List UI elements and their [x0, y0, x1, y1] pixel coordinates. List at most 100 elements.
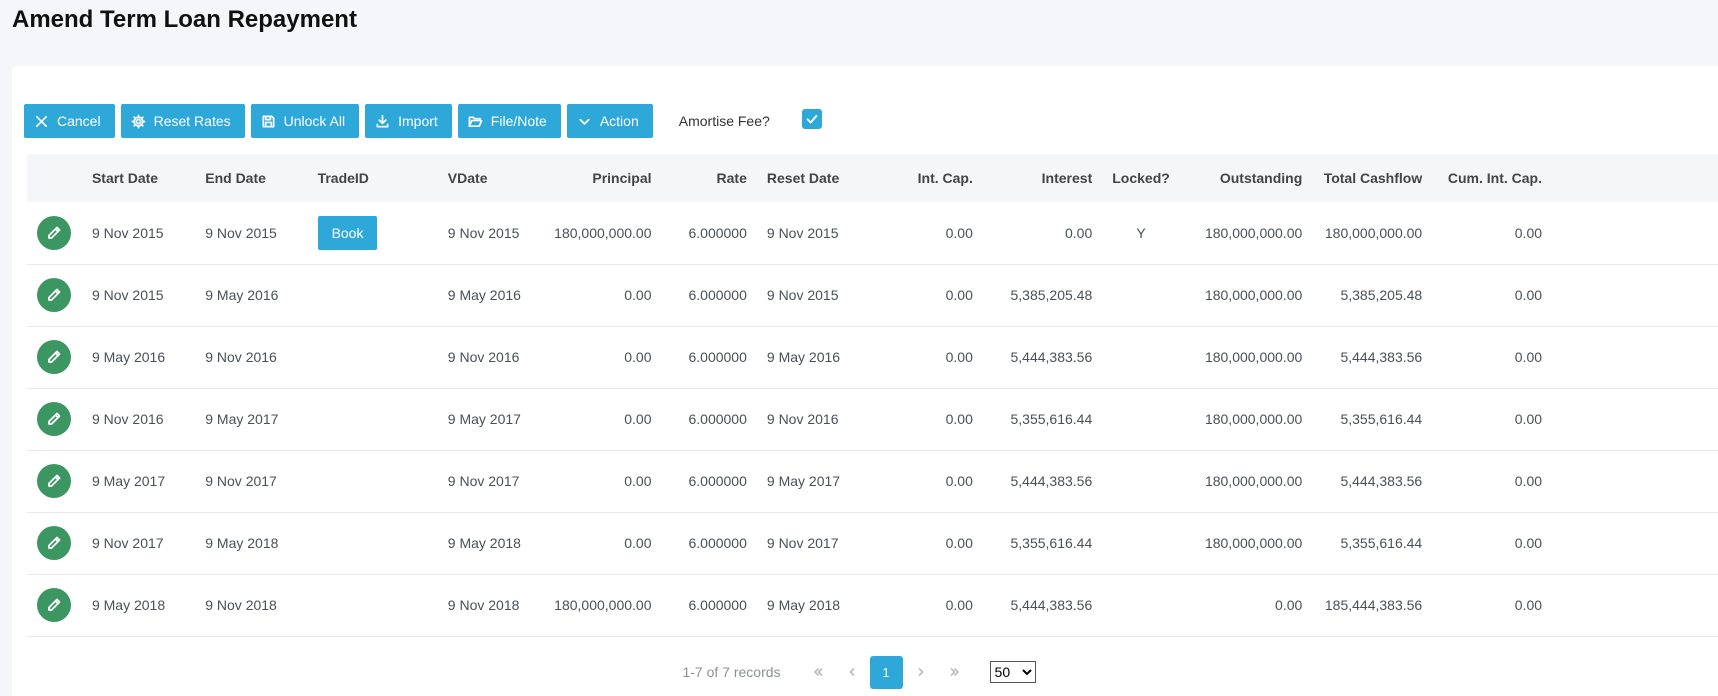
- cell-interest: 5,444,383.56: [1010, 473, 1093, 489]
- cell-start-date: 9 May 2018: [91, 597, 166, 613]
- cell-locked: [1102, 574, 1180, 636]
- cell-locked: [1102, 326, 1180, 388]
- cell-principal: 0.00: [624, 349, 652, 365]
- cell-principal: 180,000,000.00: [554, 224, 652, 241]
- cell-principal: 0.00: [624, 535, 652, 551]
- cell-principal: 180,000,000.00: [554, 597, 652, 613]
- cancel-button[interactable]: Cancel: [24, 104, 115, 138]
- pagination: 1-7 of 7 records 1 102550100: [0, 655, 1718, 689]
- gear-icon: [131, 114, 146, 128]
- cell-total-cashflow: 5,355,616.44: [1340, 535, 1423, 551]
- table-row: 9 May 2018 9 Nov 2018 9 Nov 2018 180,000,00…: [27, 574, 1718, 636]
- cell-cum-int-cap: 0.00: [1514, 287, 1543, 303]
- cell-int-cap: 0.00: [945, 597, 973, 613]
- cell-cum-int-cap: 0.00: [1514, 349, 1543, 365]
- last-page-button[interactable]: [939, 656, 971, 688]
- folder-open-icon: [468, 115, 483, 127]
- cell-int-cap: 0.00: [945, 224, 973, 241]
- amortise-fee-checkbox[interactable]: [801, 109, 822, 129]
- x-icon: [35, 115, 48, 127]
- col-principal[interactable]: Principal: [592, 170, 652, 186]
- file-note-label: File/Note: [490, 113, 547, 129]
- edit-row-button[interactable]: [37, 402, 71, 436]
- cell-interest: 5,444,383.56: [1010, 349, 1093, 365]
- cell-locked: [1102, 388, 1180, 450]
- pencil-icon: [48, 350, 61, 363]
- cell-vdate: 9 Nov 2016: [447, 349, 520, 365]
- prev-page-button[interactable]: [836, 656, 868, 688]
- edit-row-button[interactable]: [37, 215, 71, 250]
- cell-outstanding: 180,000,000.00: [1204, 535, 1303, 551]
- cell-rate: 6.000000: [688, 473, 747, 489]
- cell-trade-id: [308, 512, 438, 574]
- cell-edit: [27, 326, 82, 388]
- cell-cum-int-cap: 0.00: [1514, 473, 1543, 489]
- cell-rate: 6.000000: [688, 287, 747, 303]
- col-spacer: [1552, 154, 1718, 202]
- col-interest[interactable]: Interest: [1041, 170, 1093, 186]
- col-rate[interactable]: Rate: [716, 170, 747, 186]
- cell-total-cashflow: 185,444,383.56: [1324, 597, 1423, 613]
- first-page-button[interactable]: [802, 656, 834, 688]
- page-1-button[interactable]: 1: [869, 655, 903, 689]
- records-count: 1-7 of 7 records: [682, 664, 781, 680]
- cell-rate: 6.000000: [688, 535, 747, 551]
- col-edit: [27, 154, 82, 202]
- import-label: Import: [398, 113, 438, 129]
- book-button[interactable]: Book: [317, 215, 378, 250]
- cell-trade-id: [308, 326, 438, 388]
- col-total-cashflow[interactable]: Total Cashflow: [1323, 170, 1423, 186]
- reset-rates-label: Reset Rates: [153, 113, 231, 129]
- action-button[interactable]: Action: [566, 104, 653, 138]
- chevron-down-icon: [579, 118, 590, 125]
- pencil-icon: [48, 598, 61, 611]
- content-card: Cancel Reset Rates Unlock All Import Fil…: [12, 66, 1718, 696]
- table-row: 9 Nov 2015 9 May 2016 9 May 2016 0.00 6.0000…: [27, 264, 1718, 326]
- cell-end-date: 9 May 2018: [205, 535, 279, 551]
- col-int-cap[interactable]: Int. Cap.: [917, 170, 973, 186]
- col-locked[interactable]: Locked?: [1112, 170, 1170, 186]
- cell-principal: 0.00: [624, 411, 652, 427]
- toolbar: Cancel Reset Rates Unlock All Import Fil…: [24, 104, 822, 138]
- unlock-all-button[interactable]: Unlock All: [250, 104, 360, 138]
- cell-trade-id: [308, 450, 438, 512]
- cell-principal: 0.00: [624, 287, 652, 303]
- edit-row-button[interactable]: [37, 588, 71, 622]
- col-start-date[interactable]: Start Date: [91, 170, 159, 186]
- col-end-date[interactable]: End Date: [205, 170, 266, 186]
- cell-outstanding: 180,000,000.00: [1204, 287, 1303, 303]
- cell-start-date: 9 Nov 2016: [91, 411, 164, 427]
- cell-cum-int-cap: 0.00: [1514, 224, 1543, 241]
- page-size-select[interactable]: 102550100: [989, 661, 1036, 683]
- cell-interest: 0.00: [1064, 224, 1093, 241]
- col-reset-date[interactable]: Reset Date: [766, 170, 840, 186]
- file-note-button[interactable]: File/Note: [457, 104, 561, 138]
- col-cum-int-cap[interactable]: Cum. Int. Cap.: [1447, 170, 1543, 186]
- floppy-disk-icon: [262, 115, 275, 127]
- cell-rate: 6.000000: [688, 597, 747, 613]
- cell-total-cashflow: 5,444,383.56: [1340, 473, 1423, 489]
- checkmark-icon: [806, 114, 818, 124]
- pencil-icon: [48, 288, 61, 301]
- cell-end-date: 9 Nov 2018: [205, 597, 277, 613]
- col-trade-id[interactable]: TradeID: [317, 170, 369, 186]
- unlock-all-label: Unlock All: [283, 113, 346, 129]
- reset-rates-button[interactable]: Reset Rates: [120, 104, 245, 138]
- cell-cum-int-cap: 0.00: [1514, 411, 1543, 427]
- chevron-left-icon: [849, 668, 854, 676]
- cell-edit: [27, 512, 82, 574]
- import-button[interactable]: Import: [365, 104, 452, 138]
- edit-row-button[interactable]: [37, 340, 71, 374]
- amortise-fee-label: Amortise Fee?: [678, 113, 770, 129]
- edit-row-button[interactable]: [37, 464, 71, 498]
- cell-reset-date: 9 May 2016: [766, 349, 841, 365]
- cell-trade-id: [308, 264, 438, 326]
- edit-row-button[interactable]: [37, 526, 71, 560]
- download-icon: [376, 114, 389, 127]
- col-vdate[interactable]: VDate: [447, 170, 488, 186]
- col-outstanding[interactable]: Outstanding: [1219, 170, 1303, 186]
- next-page-button[interactable]: [905, 656, 937, 688]
- edit-row-button[interactable]: [37, 278, 71, 312]
- cell-edit: [27, 202, 82, 264]
- cell-locked: [1102, 512, 1180, 574]
